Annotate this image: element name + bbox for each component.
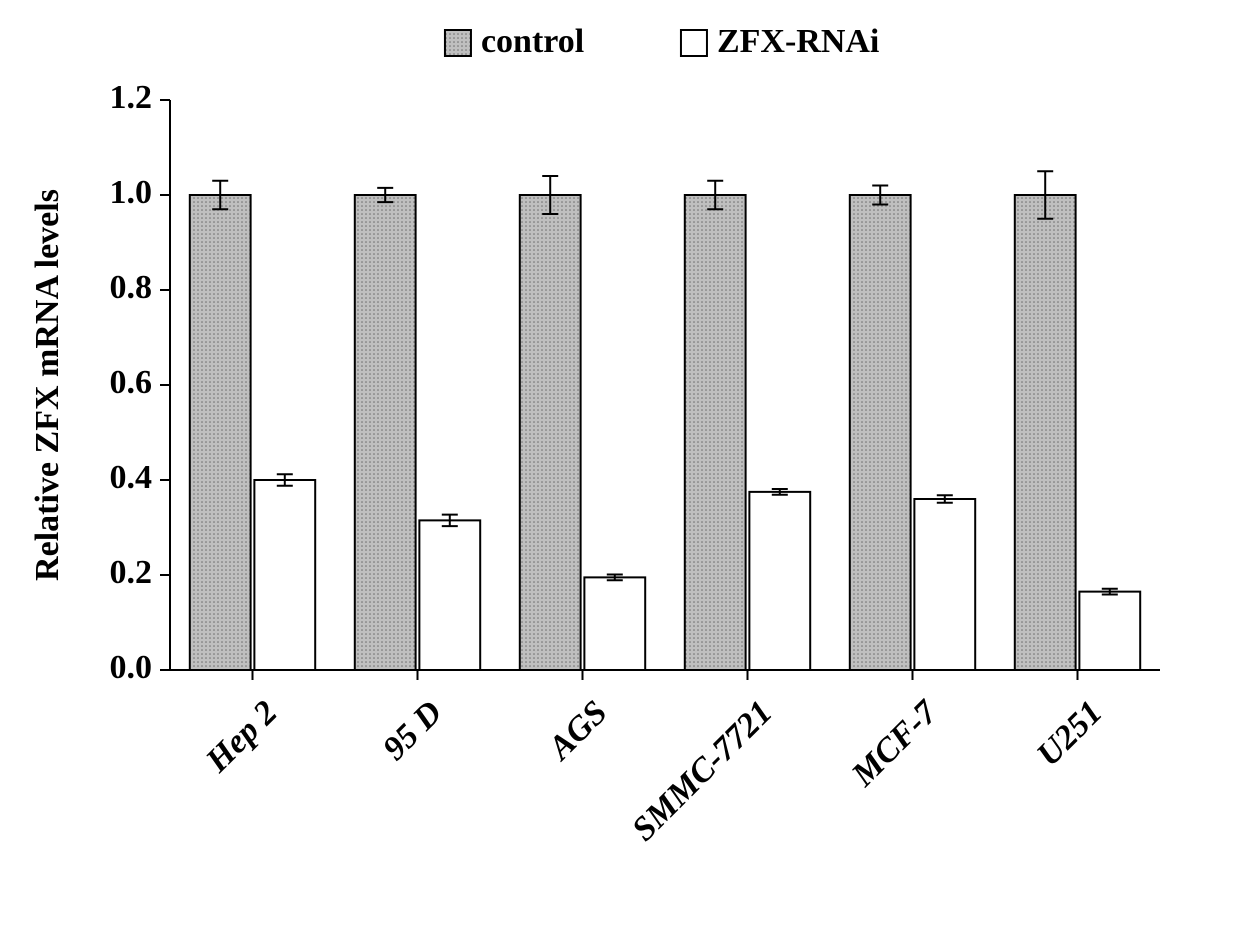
bar-rnai <box>584 577 645 670</box>
bar-control <box>850 195 911 670</box>
legend-swatch-rnai <box>681 30 707 56</box>
bar-control <box>190 195 251 670</box>
y-tick-label: 0.4 <box>110 459 153 496</box>
bar-rnai <box>749 492 810 670</box>
bar-control <box>520 195 581 670</box>
legend-label-rnai: ZFX-RNAi <box>717 23 879 60</box>
bar-control <box>685 195 746 670</box>
chart-container: 0.0 0.2 0.4 0.6 0.8 1.0 1.2 Relative ZFX mRNA l… <box>0 0 1236 936</box>
y-tick-label: 1.2 <box>110 79 153 116</box>
y-tick-label: 0.8 <box>110 269 153 306</box>
y-axis-label: Relative ZFX mRNA levels <box>29 189 66 581</box>
y-tick-label: 0.0 <box>110 649 153 686</box>
bar-control <box>355 195 416 670</box>
y-tick-label: 1.0 <box>110 174 153 211</box>
legend-label-control: control <box>481 23 584 60</box>
bar-rnai <box>419 520 480 670</box>
bar-rnai <box>254 480 315 670</box>
y-tick-label: 0.6 <box>110 364 153 401</box>
bar-chart: 0.0 0.2 0.4 0.6 0.8 1.0 1.2 Relative ZFX mRNA l… <box>0 0 1236 936</box>
y-tick-label: 0.2 <box>110 554 153 591</box>
bar-rnai <box>914 499 975 670</box>
legend-swatch-control <box>445 30 471 56</box>
bar-rnai <box>1079 592 1140 670</box>
bar-control <box>1015 195 1076 670</box>
